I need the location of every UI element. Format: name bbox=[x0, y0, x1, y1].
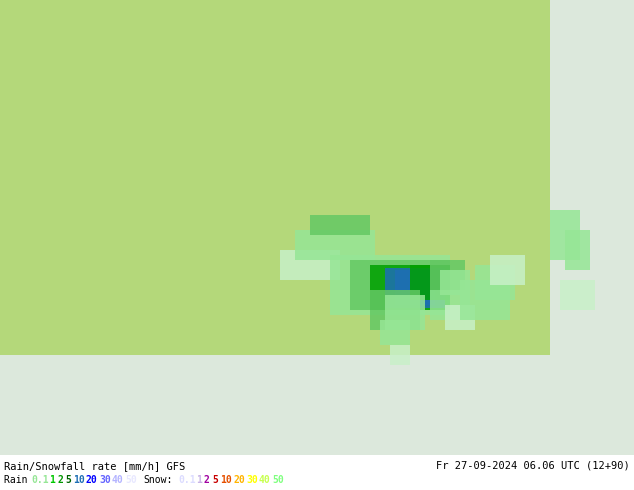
Text: 10: 10 bbox=[73, 475, 85, 485]
Text: 50: 50 bbox=[125, 475, 137, 485]
Bar bbox=[280, 250, 340, 280]
Text: Rain: Rain bbox=[4, 475, 34, 485]
Bar bbox=[370, 290, 420, 330]
Bar bbox=[0, 355, 634, 455]
Text: 2: 2 bbox=[204, 475, 210, 485]
Bar bbox=[460, 280, 510, 320]
Text: 30: 30 bbox=[99, 475, 111, 485]
Text: 50: 50 bbox=[272, 475, 284, 485]
Text: 2: 2 bbox=[57, 475, 63, 485]
Text: 30: 30 bbox=[246, 475, 258, 485]
Bar bbox=[385, 268, 445, 308]
Bar bbox=[385, 295, 425, 330]
Text: 5: 5 bbox=[212, 475, 218, 485]
Bar bbox=[430, 260, 465, 290]
Bar bbox=[560, 280, 595, 310]
Bar bbox=[350, 260, 450, 310]
Text: 5: 5 bbox=[65, 475, 71, 485]
Bar bbox=[565, 230, 590, 270]
Bar bbox=[330, 255, 450, 315]
Text: 0.1: 0.1 bbox=[31, 475, 49, 485]
Bar bbox=[370, 265, 450, 310]
Bar bbox=[310, 215, 370, 235]
Text: 0.1: 0.1 bbox=[178, 475, 196, 485]
Text: Snow:: Snow: bbox=[143, 475, 172, 485]
Bar bbox=[390, 345, 410, 365]
Text: 20: 20 bbox=[86, 475, 98, 485]
Text: 20: 20 bbox=[233, 475, 245, 485]
Bar bbox=[490, 255, 525, 285]
Text: 40: 40 bbox=[259, 475, 271, 485]
Bar bbox=[550, 0, 634, 455]
Bar bbox=[550, 210, 580, 260]
Bar bbox=[445, 305, 475, 330]
Bar bbox=[475, 265, 515, 300]
Bar bbox=[395, 270, 435, 305]
Text: Rain/Snowfall rate [mm/h] GFS: Rain/Snowfall rate [mm/h] GFS bbox=[4, 461, 185, 471]
Bar bbox=[380, 320, 410, 345]
Bar bbox=[440, 270, 470, 295]
Text: Fr 27-09-2024 06.06 UTC (12+90): Fr 27-09-2024 06.06 UTC (12+90) bbox=[436, 461, 630, 471]
Text: 40: 40 bbox=[112, 475, 124, 485]
Text: 1: 1 bbox=[49, 475, 55, 485]
Text: 10: 10 bbox=[220, 475, 232, 485]
Bar bbox=[295, 230, 375, 260]
Bar bbox=[410, 265, 450, 300]
Text: 1: 1 bbox=[196, 475, 202, 485]
Bar bbox=[430, 290, 470, 320]
